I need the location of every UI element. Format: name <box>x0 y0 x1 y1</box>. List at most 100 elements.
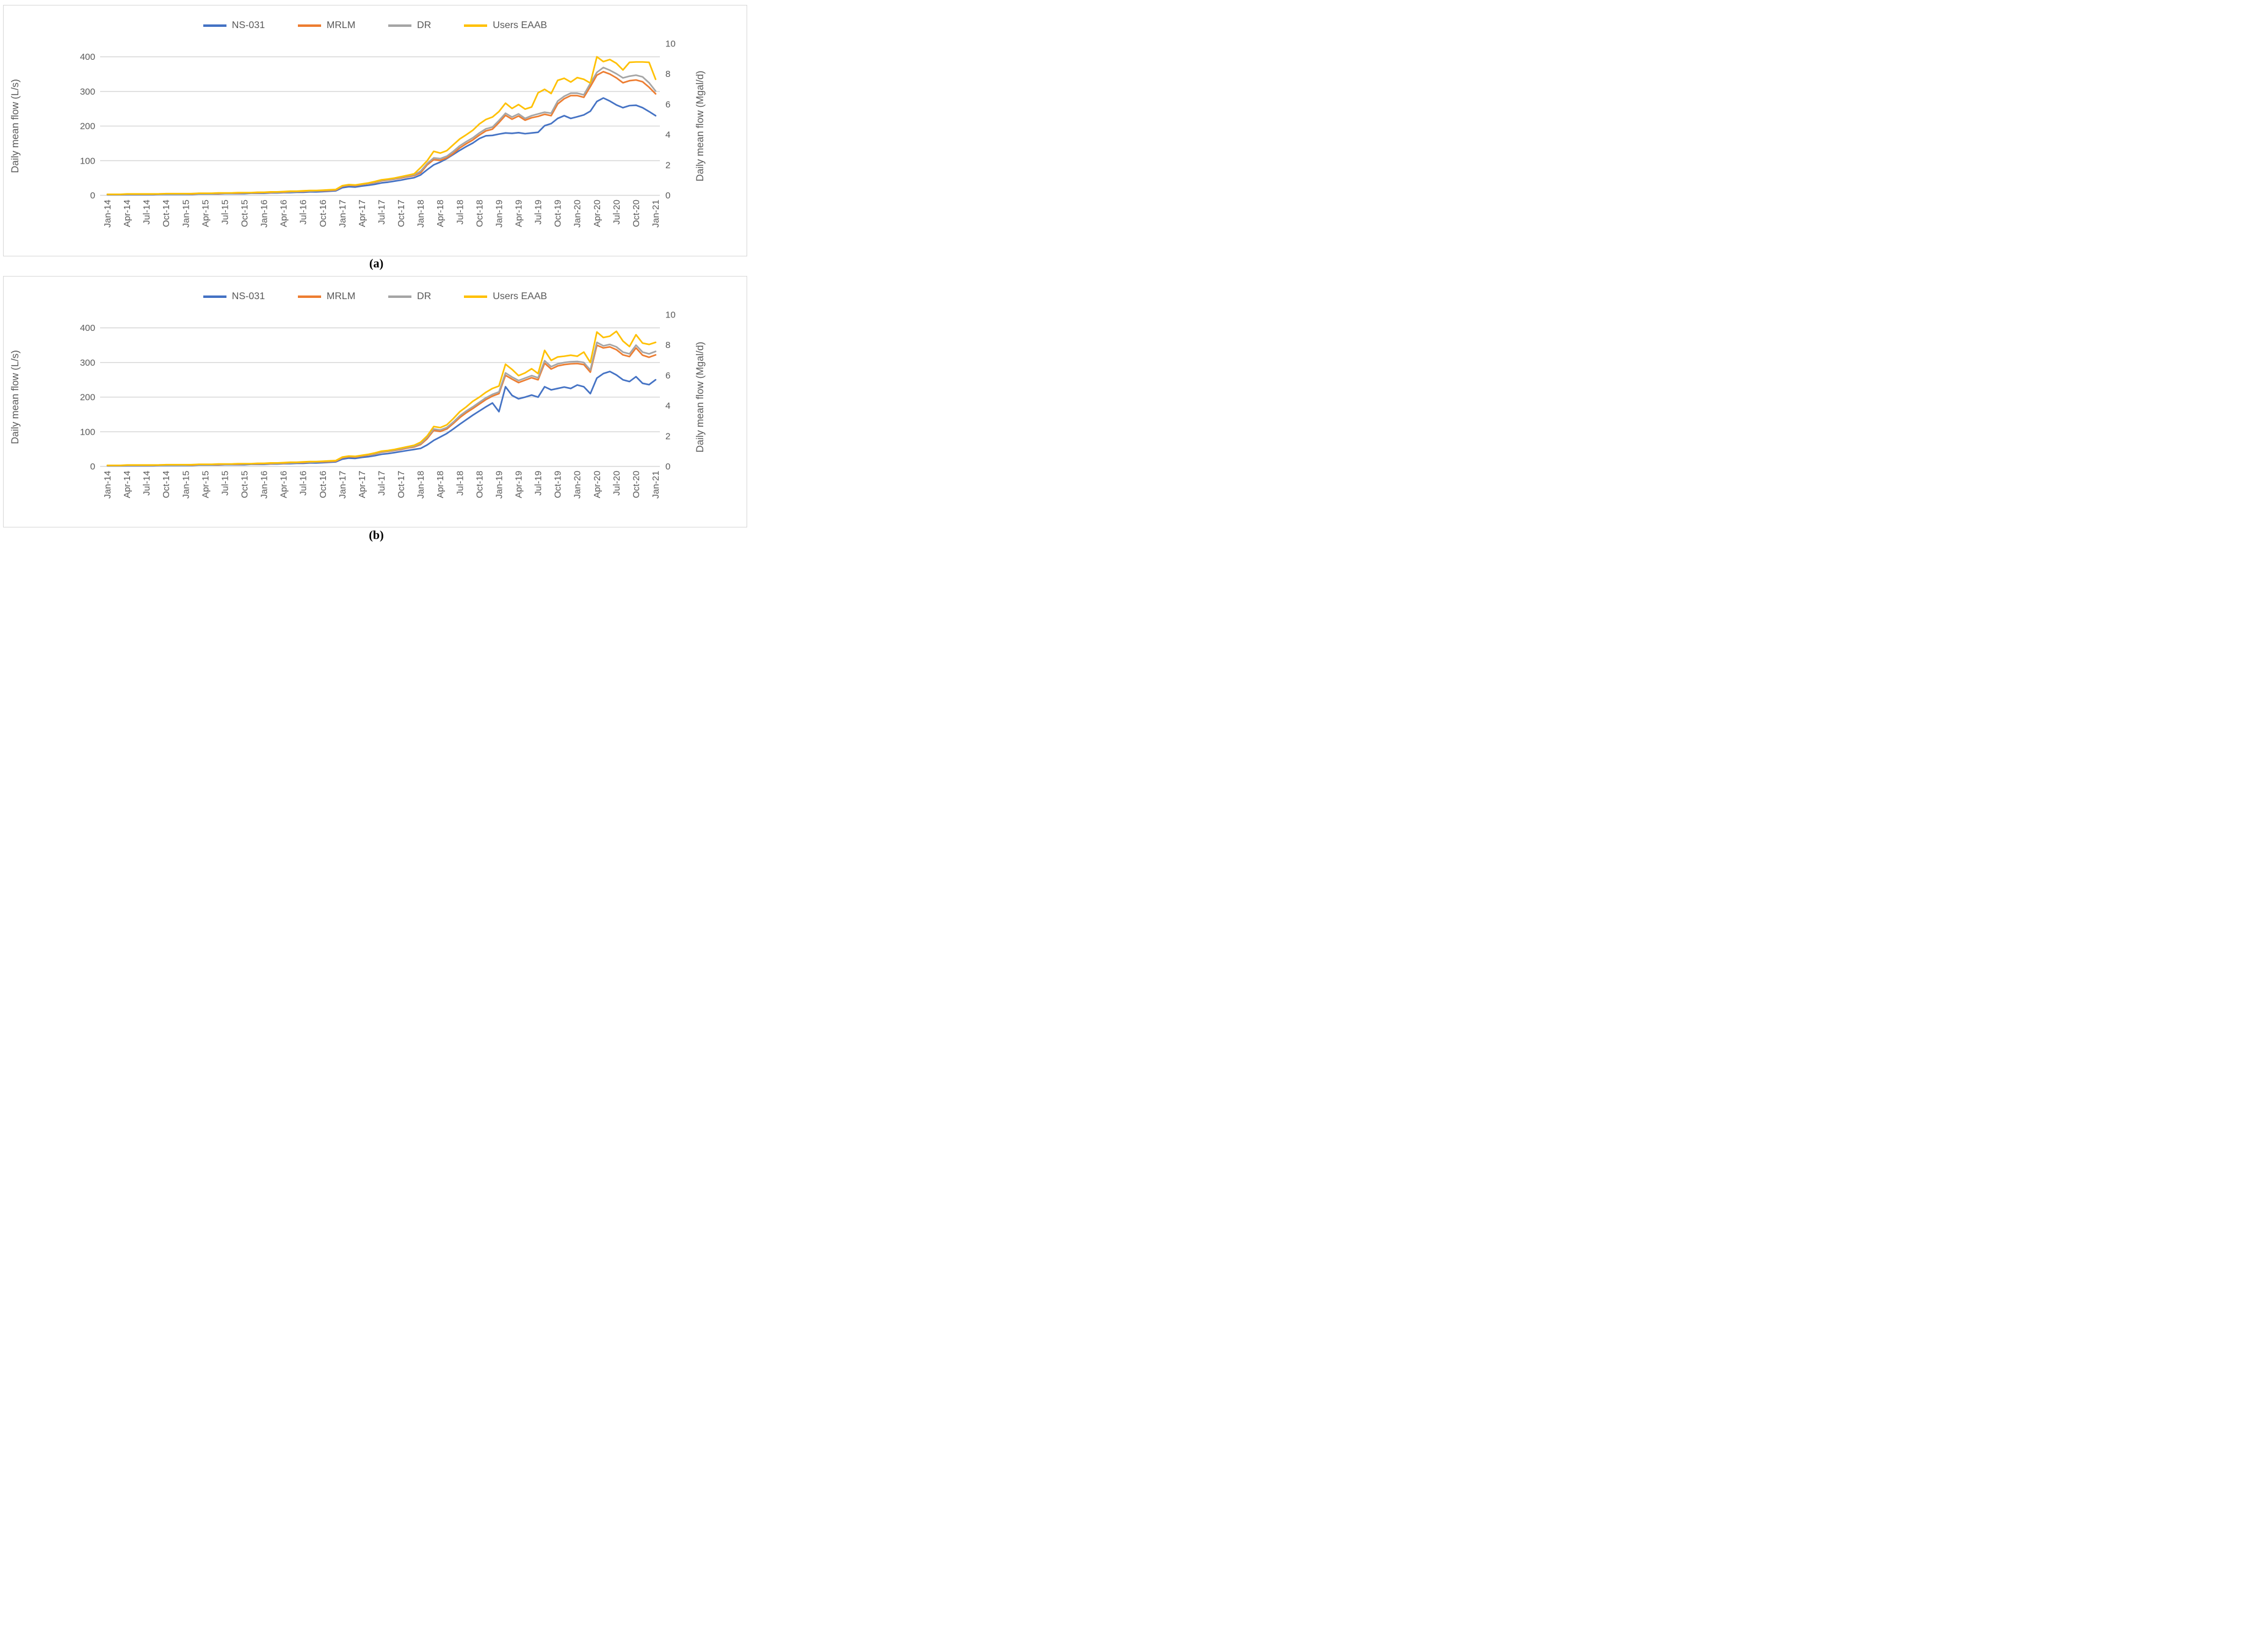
x-axis-tick-Jul-16: Jul-16 <box>299 200 309 225</box>
legend-item-ns-031: NS-031 <box>203 291 265 302</box>
x-axis-tick-Oct-18: Oct-18 <box>474 200 485 227</box>
x-axis-tick-Jan-19: Jan-19 <box>494 200 504 228</box>
x-axis-tick-Jan-18: Jan-18 <box>416 200 426 228</box>
x-axis-tick-Apr-20: Apr-20 <box>592 471 602 498</box>
x-axis-tick-Apr-14: Apr-14 <box>122 471 132 498</box>
x-axis-tick-Jan-17: Jan-17 <box>338 471 348 499</box>
x-axis-tick-Oct-20: Oct-20 <box>631 471 642 498</box>
legend-item-dr: DR <box>388 20 431 31</box>
x-axis-tick-Apr-16: Apr-16 <box>279 200 289 227</box>
x-axis-tick-Oct-17: Oct-17 <box>396 471 407 498</box>
x-axis-tick-Jul-20: Jul-20 <box>612 471 622 496</box>
x-axis-tick-Apr-19: Apr-19 <box>513 200 524 227</box>
series-mrlm-line <box>106 344 657 466</box>
right-axis-tick-8: 8 <box>665 69 670 79</box>
chart-panel-b: NS-031 MRLM DR Users EAAB 0 100 200 300 400 0 2 4 6… <box>3 276 747 527</box>
x-axis-tick-Jul-14: Jul-14 <box>142 200 152 225</box>
legend-item-ns-031: NS-031 <box>203 20 265 31</box>
left-axis-tick-300: 300 <box>80 358 95 368</box>
x-axis-tick-Jan-19: Jan-19 <box>494 471 504 499</box>
legend-swatch-mrlm <box>298 24 322 27</box>
series-users-eaab-line <box>106 56 657 195</box>
x-axis-tick-Apr-16: Apr-16 <box>279 471 289 498</box>
x-axis-tick-Oct-16: Oct-16 <box>318 200 328 227</box>
chart-a-svg: 0 100 200 300 400 0 2 4 6 8 10 Jan-14 Apr-14 Jul-14 Oc… <box>10 38 706 228</box>
x-axis-tick-Jul-18: Jul-18 <box>455 471 465 496</box>
left-axis-tick-400: 400 <box>80 323 95 333</box>
left-axis-tick-100: 100 <box>80 156 95 166</box>
legend-item-users-eaab: Users EAAB <box>464 20 547 31</box>
legend-label-users-eaab: Users EAAB <box>493 291 548 302</box>
x-axis-tick-Apr-18: Apr-18 <box>435 200 446 227</box>
legend-label-mrlm: MRLM <box>327 20 356 31</box>
x-axis-tick-Apr-19: Apr-19 <box>513 471 524 498</box>
right-axis-tick-2: 2 <box>665 431 670 441</box>
x-axis-tick-Jan-20: Jan-20 <box>573 200 583 228</box>
x-axis-tick-Apr-18: Apr-18 <box>435 471 446 498</box>
legend-label-mrlm: MRLM <box>327 291 356 302</box>
right-axis-tick-6: 6 <box>665 371 670 381</box>
x-axis-tick-Apr-15: Apr-15 <box>200 471 211 498</box>
left-axis-tick-0: 0 <box>90 462 95 472</box>
x-axis-tick-Oct-14: Oct-14 <box>161 471 172 498</box>
x-axis-tick-Jan-14: Jan-14 <box>103 471 113 499</box>
x-axis-tick-Oct-16: Oct-16 <box>318 471 328 498</box>
x-axis-tick-Jul-15: Jul-15 <box>220 200 230 225</box>
right-axis-tick-4: 4 <box>665 401 670 411</box>
chart-panel-a: NS-031 MRLM DR Users EAAB 0 100 200 300 400 0 2 4 6… <box>3 5 747 256</box>
right-axis-tick-10: 10 <box>665 38 676 49</box>
legend-swatch-ns-031 <box>203 24 226 27</box>
right-axis-title: Daily mean flow (Mgal/d) <box>695 342 706 453</box>
series-dr-line <box>106 67 657 195</box>
right-axis-tick-2: 2 <box>665 160 670 170</box>
series-mrlm-line <box>106 71 657 195</box>
x-axis-tick-Jan-20: Jan-20 <box>573 471 583 499</box>
x-axis-tick-Jul-19: Jul-19 <box>534 200 544 225</box>
caption-b: (b) <box>369 529 384 542</box>
right-axis-tick-6: 6 <box>665 100 670 110</box>
legend-swatch-users-eaab <box>464 24 488 27</box>
legend-b: NS-031 MRLM DR Users EAAB <box>4 277 747 310</box>
x-axis-tick-Jul-16: Jul-16 <box>299 471 309 496</box>
legend-swatch-ns-031 <box>203 295 226 298</box>
x-axis-tick-Jul-20: Jul-20 <box>612 200 622 225</box>
x-axis-tick-Oct-17: Oct-17 <box>396 200 407 227</box>
right-axis-tick-8: 8 <box>665 340 670 350</box>
right-axis-tick-10: 10 <box>665 310 676 320</box>
x-axis-tick-Jan-14: Jan-14 <box>103 200 113 228</box>
legend-label-dr: DR <box>417 20 432 31</box>
x-axis-tick-Jan-15: Jan-15 <box>181 200 191 228</box>
x-axis-tick-Oct-18: Oct-18 <box>474 471 485 498</box>
x-axis-tick-Apr-17: Apr-17 <box>357 200 367 227</box>
legend-swatch-users-eaab <box>464 295 488 298</box>
x-axis-tick-Jan-15: Jan-15 <box>181 471 191 499</box>
legend-swatch-dr <box>388 24 412 27</box>
x-axis-tick-Oct-19: Oct-19 <box>553 200 563 227</box>
legend-label-ns-031: NS-031 <box>231 20 266 31</box>
series-dr-line <box>106 341 657 466</box>
legend-item-mrlm: MRLM <box>298 20 355 31</box>
x-axis-tick-Jan-18: Jan-18 <box>416 471 426 499</box>
x-axis-tick-Apr-15: Apr-15 <box>200 200 211 227</box>
right-axis-tick-4: 4 <box>665 130 670 140</box>
left-axis-tick-400: 400 <box>80 52 95 62</box>
left-axis-tick-100: 100 <box>80 427 95 437</box>
left-axis-tick-200: 200 <box>80 393 95 403</box>
legend-swatch-dr <box>388 295 412 298</box>
x-axis-tick-Jan-16: Jan-16 <box>259 200 270 228</box>
x-axis-tick-Apr-14: Apr-14 <box>122 200 132 227</box>
x-axis-tick-Oct-19: Oct-19 <box>553 471 563 498</box>
legend-item-users-eaab: Users EAAB <box>464 291 547 302</box>
x-axis-tick-Jul-14: Jul-14 <box>142 471 152 496</box>
left-axis-tick-0: 0 <box>90 190 95 201</box>
x-axis-tick-Jul-17: Jul-17 <box>377 200 387 225</box>
x-axis-tick-Jul-18: Jul-18 <box>455 200 465 225</box>
x-axis-tick-Oct-20: Oct-20 <box>631 200 642 227</box>
x-axis-tick-Jul-15: Jul-15 <box>220 471 230 496</box>
x-axis-tick-Oct-15: Oct-15 <box>239 471 250 498</box>
legend-label-users-eaab: Users EAAB <box>493 20 548 31</box>
legend-item-mrlm: MRLM <box>298 291 355 302</box>
x-axis-tick-Jan-21: Jan-21 <box>651 471 661 499</box>
legend-swatch-mrlm <box>298 295 322 298</box>
x-axis-tick-Jul-17: Jul-17 <box>377 471 387 496</box>
